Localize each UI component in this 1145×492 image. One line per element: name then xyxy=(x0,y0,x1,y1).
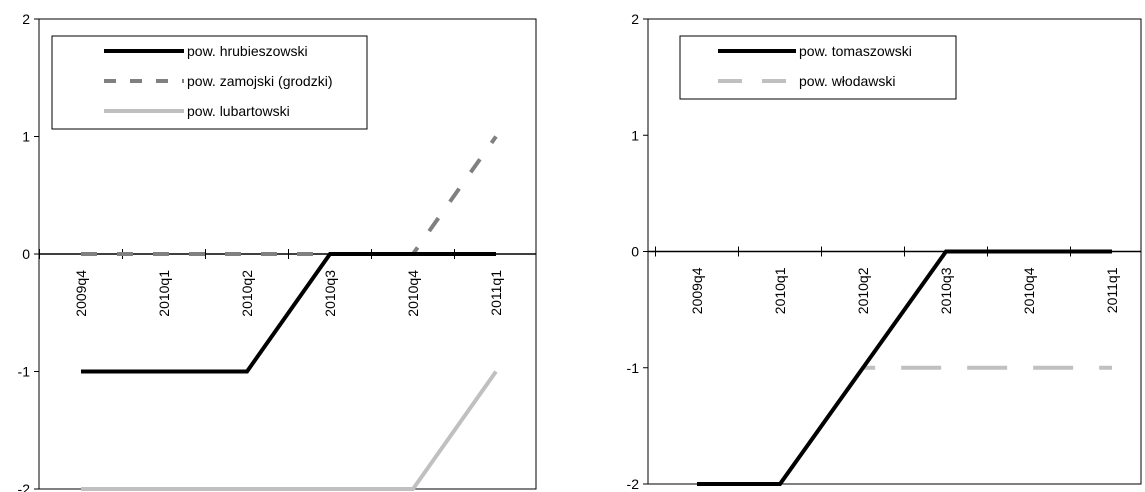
legend-label: pow. lubartowski xyxy=(187,103,290,119)
x-tick-label: 2010q2 xyxy=(855,267,871,314)
y-tick-label: -2 xyxy=(18,481,31,492)
x-tick-label: 2010q1 xyxy=(772,267,788,314)
x-tick-label: 2011q1 xyxy=(1104,267,1120,313)
x-tick-label: 2010q3 xyxy=(322,270,338,317)
legend-label: pow. zamojski (grodzki) xyxy=(187,73,333,89)
x-tick-label: 2010q2 xyxy=(239,270,255,317)
y-tick-label: 0 xyxy=(22,246,30,262)
series-line-pow-tomaszowski xyxy=(697,249,1112,486)
x-tick-label: 2009q4 xyxy=(689,267,705,314)
x-tick-label: 2010q4 xyxy=(1021,267,1037,314)
y-tick-label: -1 xyxy=(627,360,640,376)
series-line-pow-w-odawski xyxy=(697,365,1112,486)
y-tick-label: -2 xyxy=(627,476,640,492)
legend-label: pow. włodawski xyxy=(799,73,896,89)
legend-label: pow. tomaszowski xyxy=(799,43,912,59)
chart-left: -2 -1 0 1 2 2009q4 2010q1 2010q2 2010q3 2010q4 201… xyxy=(18,11,537,492)
y-tick-label: 1 xyxy=(631,127,639,143)
y-tick-label: 2 xyxy=(22,11,30,27)
y-tick-label: 1 xyxy=(22,129,30,145)
x-tick-label: 2010q4 xyxy=(405,270,421,317)
legend-box xyxy=(679,35,957,100)
x-tick-label: 2010q1 xyxy=(156,270,172,317)
y-tick-label: -1 xyxy=(18,364,31,380)
x-tick-label: 2009q4 xyxy=(73,270,89,317)
series-line-pow-lubartowski xyxy=(81,370,498,491)
series-line-pow-zamojski-grodzki- xyxy=(81,135,498,256)
legend-label: pow. hrubieszowski xyxy=(187,43,308,59)
series-line-pow-hrubieszowski xyxy=(81,252,496,374)
chart-right: -2 -1 0 1 2 2009q4 2010q1 2010q2 2010q3 2010q4 201… xyxy=(627,11,1142,492)
x-tick-label: 2010q3 xyxy=(938,267,954,314)
y-tick-label: 0 xyxy=(631,244,639,260)
x-tick-label: 2011q1 xyxy=(488,270,504,316)
y-tick-label: 2 xyxy=(631,11,639,27)
